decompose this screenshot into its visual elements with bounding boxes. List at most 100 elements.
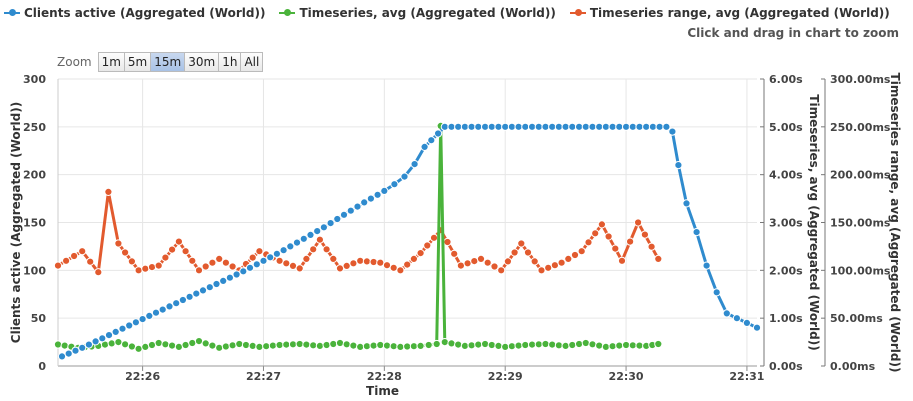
series-3-point — [591, 229, 600, 238]
zoom-button-30m[interactable]: 30m — [184, 52, 220, 72]
series-2-point — [141, 342, 150, 351]
series-1-point — [279, 246, 288, 255]
series-3-point — [181, 247, 190, 256]
series-2-point — [221, 342, 230, 351]
series-2-point — [440, 338, 449, 347]
series-3-point — [362, 257, 371, 266]
y-right1-tick-label: 0.00s — [769, 360, 803, 373]
series-2-point — [114, 338, 123, 347]
series-2-point — [494, 341, 503, 350]
series-2-point — [514, 341, 523, 350]
series-2-point — [154, 338, 163, 348]
series-1-point — [272, 249, 281, 258]
series-1-point — [360, 198, 369, 207]
series-1-point — [752, 323, 762, 332]
series-2-point — [507, 342, 516, 351]
series-2-point — [288, 340, 298, 349]
series-1-point — [521, 122, 530, 131]
series-3-point — [141, 264, 150, 273]
series-1-point — [212, 279, 221, 289]
series-1-point — [306, 230, 315, 239]
series-3-point — [114, 239, 123, 248]
series-1-point — [145, 311, 154, 320]
series-1-point — [259, 256, 268, 265]
series-1-point — [460, 122, 469, 131]
legend-swatch-icon — [569, 9, 586, 16]
legend-item-1[interactable]: Clients active (Aggregated (World)) — [4, 4, 265, 22]
series-3-point — [329, 254, 338, 263]
series-1-point — [622, 122, 631, 131]
series-line-1 — [61, 125, 758, 358]
zoom-button-1h[interactable]: 1h — [218, 52, 242, 72]
series-3-point — [640, 230, 650, 239]
series-2-point — [295, 339, 304, 349]
y-right2-tick-label: 300.00ms — [830, 73, 891, 86]
series-1-point — [668, 127, 677, 136]
series-3-point — [463, 259, 472, 268]
legend-item-2[interactable]: Timeseries, avg (Aggregated (World)) — [279, 4, 556, 22]
y-right1-tick-label: 6.00s — [769, 73, 803, 86]
series-2-point — [628, 341, 637, 350]
series-2-point — [382, 341, 392, 350]
series-1-point — [642, 122, 651, 131]
series-1-point — [286, 242, 295, 251]
series-2-point — [268, 341, 277, 350]
series-3-point — [147, 263, 157, 272]
legend-item-3[interactable]: Timeseries range, avg (Aggregated (World… — [569, 4, 890, 22]
series-3-point — [510, 248, 519, 257]
series-1-point — [655, 122, 664, 131]
y-right1-tick-label: 4.00s — [769, 169, 803, 182]
series-1-point — [373, 190, 382, 199]
x-tick-label: 22:26 — [125, 370, 160, 383]
zoom-button-5m[interactable]: 5m — [123, 52, 152, 72]
series-2-point — [53, 340, 63, 349]
series-2-point — [262, 342, 271, 351]
series-3-point — [342, 261, 351, 270]
series-2-point — [481, 339, 490, 349]
series-3-point — [161, 253, 170, 262]
series-2-point — [121, 340, 130, 349]
series-3-point — [127, 257, 136, 266]
series-1-point — [575, 122, 584, 131]
x-tick-label: 22:28 — [367, 370, 402, 383]
series-3-point — [121, 248, 130, 257]
series-1-point — [98, 334, 107, 343]
series-1-point — [662, 122, 671, 131]
series-1-point — [84, 340, 94, 349]
series-3-point — [396, 266, 405, 275]
series-3-point — [248, 253, 257, 262]
y-left-tick-label: 200 — [23, 169, 46, 182]
series-1-point — [514, 122, 523, 131]
series-3-point — [577, 247, 586, 256]
series-3-point — [476, 254, 486, 263]
series-3-point — [282, 259, 291, 268]
series-2-point — [235, 339, 244, 349]
series-1-point — [252, 260, 261, 269]
series-2-point — [432, 339, 441, 349]
series-3-point — [654, 254, 663, 263]
series-3-point — [201, 262, 210, 271]
series-1-point — [205, 283, 214, 292]
series-3-point — [53, 261, 63, 270]
zoom-button-All[interactable]: All — [240, 52, 264, 72]
series-3-point — [62, 256, 71, 265]
y-right2-tick-label: 200.00ms — [830, 169, 891, 182]
series-1-point — [245, 263, 255, 272]
series-2-point — [460, 341, 469, 350]
series-2-point — [389, 342, 398, 351]
series-3-point — [309, 245, 318, 254]
series-1-point — [732, 314, 742, 323]
series-3-point — [86, 257, 95, 266]
series-1-point — [712, 288, 721, 297]
y-right1-tick-label: 5.00s — [769, 121, 803, 134]
series-2-point — [487, 340, 496, 350]
series-3-point — [530, 257, 539, 266]
series-1-point — [702, 261, 711, 270]
series-2-point — [356, 342, 365, 351]
legend-swatch-icon — [4, 9, 20, 16]
series-3-point — [382, 261, 392, 270]
y-left-tick-label: 150 — [23, 217, 46, 230]
series-1-point — [682, 199, 691, 208]
series-2-point — [376, 340, 385, 350]
